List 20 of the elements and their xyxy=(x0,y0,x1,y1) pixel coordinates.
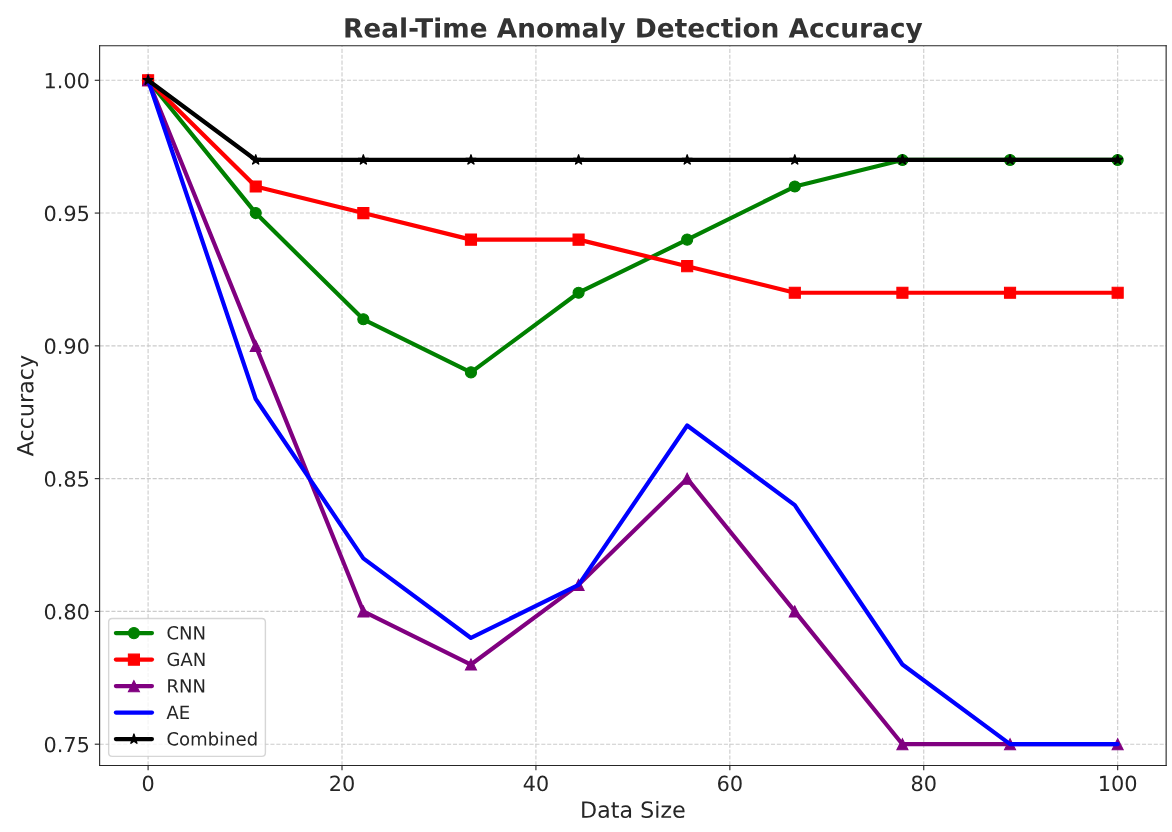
legend-label: Combined xyxy=(167,731,257,746)
x-tick-label: 80 xyxy=(911,775,936,792)
x-tick-label: 100 xyxy=(1100,775,1137,792)
legend-label: AE xyxy=(166,705,190,719)
y-tick-label: 1.00 xyxy=(45,72,89,89)
x-tick-label: 60 xyxy=(718,775,742,792)
y-tick-label: 0.80 xyxy=(44,603,89,620)
legend-label: GAN xyxy=(167,652,205,667)
y-tick-label: 0.75 xyxy=(44,736,89,753)
y-tick-label: 0.85 xyxy=(44,471,89,487)
y-axis-title: Accuracy xyxy=(17,355,38,457)
x-axis-title: Data Size xyxy=(582,800,685,819)
x-tick-label: 40 xyxy=(523,775,548,792)
y-tick-label: 0.90 xyxy=(44,338,89,355)
legend-label: RNN xyxy=(168,679,205,693)
x-tick-label: 20 xyxy=(330,775,354,792)
legend-label: CNN xyxy=(167,626,205,640)
chart-title: Real-Time Anomaly Detection Accuracy xyxy=(345,17,923,44)
x-tick-label: 0 xyxy=(142,775,154,792)
y-tick-label: 0.95 xyxy=(44,205,89,222)
